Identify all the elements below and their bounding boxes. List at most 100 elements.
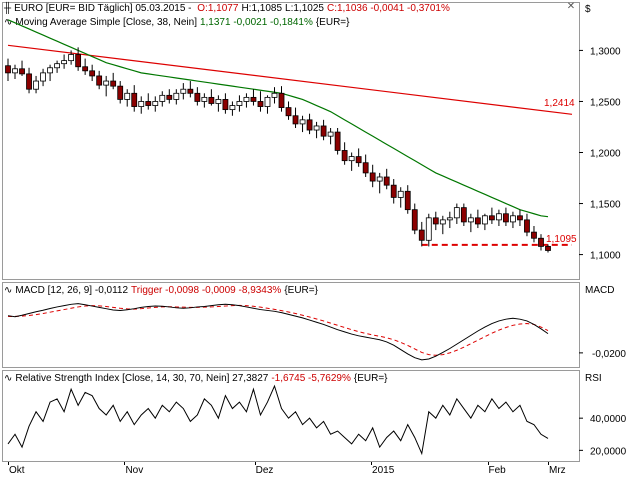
- candle-body: [524, 219, 530, 233]
- candle-body: [362, 162, 369, 174]
- candle-body: [19, 68, 25, 75]
- candle-body: [47, 67, 53, 74]
- price-y-tick-label: 1,3000: [590, 46, 621, 57]
- x-axis: Okt Nov Dez 2015 Feb Mrz: [0, 462, 640, 480]
- price-panel: [2, 2, 580, 280]
- price-y-tick-label: 1,1500: [590, 200, 621, 211]
- candle-body: [425, 217, 432, 241]
- candle-body: [89, 70, 96, 77]
- line-icon: ∿: [4, 17, 13, 28]
- x-tick-label: Feb: [488, 465, 506, 476]
- trendline: [7, 44, 573, 115]
- x-tick: [124, 462, 126, 465]
- candle-body: [40, 72, 46, 82]
- candle-body: [474, 217, 481, 225]
- x-tick: [371, 462, 373, 465]
- x-tick-label: Dez: [255, 465, 274, 476]
- candle-body: [278, 92, 285, 108]
- trigger-line: [7, 304, 549, 356]
- candle-body: [348, 156, 355, 162]
- candle-body: [271, 92, 278, 98]
- price-y-tick-label: 1,1000: [590, 251, 621, 262]
- candle-body: [82, 66, 89, 72]
- x-tick: [254, 462, 256, 465]
- close-icon[interactable]: ✕: [566, 1, 576, 12]
- candle-body: [61, 60, 68, 65]
- candle-body: [180, 88, 187, 94]
- candle-body: [215, 99, 222, 104]
- moving-average-line: [7, 19, 549, 218]
- candle-body: [96, 75, 103, 86]
- rsi-legend-prefix: Relative Strength Index [Close, 14, 30, …: [15, 373, 269, 384]
- candle-body: [145, 101, 152, 106]
- candle-body: [264, 96, 271, 107]
- candle-body: [208, 96, 215, 104]
- x-tick-label: 2015: [372, 465, 395, 476]
- macd-legend-suffix: {EUR=}: [284, 285, 318, 296]
- x-tick-label: Nov: [125, 465, 144, 476]
- candle-body: [404, 190, 411, 211]
- candle-body: [103, 80, 110, 86]
- candle-body: [432, 217, 439, 225]
- candle-body: [299, 119, 306, 125]
- candle-body: [26, 73, 32, 90]
- line-icon: ∿: [4, 285, 13, 296]
- price-legend-high: H:1,1085: [241, 3, 283, 14]
- candle-body: [467, 217, 474, 223]
- macd-legend-trigger: Trigger -0,0098 -0,0009 -8,9343%: [131, 285, 282, 296]
- rsi-y-tick-label: 40,0000: [590, 414, 627, 425]
- rsi-legend-change: -1,6745 -5,7629%: [271, 373, 351, 384]
- candle-body: [306, 119, 313, 131]
- candle-body: [257, 101, 264, 107]
- currency-symbol: $: [585, 4, 591, 15]
- candle-body: [236, 101, 243, 106]
- ma-legend-line: ∿ Moving Average Simple [Close, 38, Nein]…: [4, 17, 352, 29]
- candle-body: [152, 101, 159, 106]
- candle-body: [418, 229, 425, 241]
- ma-legend-value: 1,1371 -0,0021 -0,1841%: [199, 17, 313, 28]
- candle-body: [5, 65, 11, 74]
- candle-body: [545, 246, 551, 251]
- candle-body: [166, 94, 173, 100]
- candle-body: [187, 88, 194, 94]
- x-tick: [8, 462, 9, 465]
- candle-body: [292, 115, 299, 125]
- candle-body: [12, 68, 18, 74]
- candle-body: [496, 213, 502, 221]
- candle-body: [390, 184, 397, 198]
- x-tick: [548, 462, 549, 465]
- candle-body: [75, 54, 82, 68]
- macd-y-tick-label: -0,0200: [592, 349, 626, 360]
- candle-body: [285, 107, 292, 117]
- macd-line: [7, 303, 549, 361]
- macd-legend: ∿ MACD [12, 26, 9] -0,0112 Trigger -0,0098…: [4, 285, 321, 297]
- line-icon: ∿: [4, 373, 13, 384]
- price-legend-close: C:1,1036 -0,0041 -0,3701%: [326, 3, 450, 14]
- price-legend-line1: ╫ EURO [EUR= BID Täglich] 05.03.2015 - O:…: [4, 3, 453, 15]
- candle-body: [517, 215, 523, 221]
- candle-body: [68, 54, 75, 62]
- candle-body: [222, 99, 229, 111]
- candle-body: [341, 150, 348, 162]
- macd-axis-title: MACD: [585, 285, 615, 296]
- candle-body: [481, 215, 488, 225]
- candle-body: [488, 215, 495, 221]
- candle-body: [243, 96, 250, 102]
- candle-body: [531, 231, 537, 239]
- candle-body: [439, 219, 446, 225]
- candle-body: [411, 209, 418, 231]
- x-tick-label: Mrz: [549, 465, 566, 476]
- candle-body: [369, 172, 376, 182]
- candle-body: [54, 63, 60, 69]
- candle-body: [110, 80, 117, 87]
- candle-body: [138, 101, 145, 107]
- rsi-legend: ∿ Relative Strength Index [Close, 14, 30,…: [4, 373, 391, 385]
- ma-legend-suffix: {EUR=}: [315, 17, 350, 28]
- x-tick-label: Okt: [9, 465, 25, 476]
- ma-legend-prefix: Moving Average Simple [Close, 38, Nein]: [15, 17, 197, 28]
- price-legend-prefix: EURO [EUR= BID Täglich] 05.03.2015 -: [14, 3, 195, 14]
- candle-body: [117, 85, 124, 100]
- price-legend-low: L:1,1025: [285, 3, 324, 14]
- rsi-y-tick-label: 20,0000: [590, 446, 627, 457]
